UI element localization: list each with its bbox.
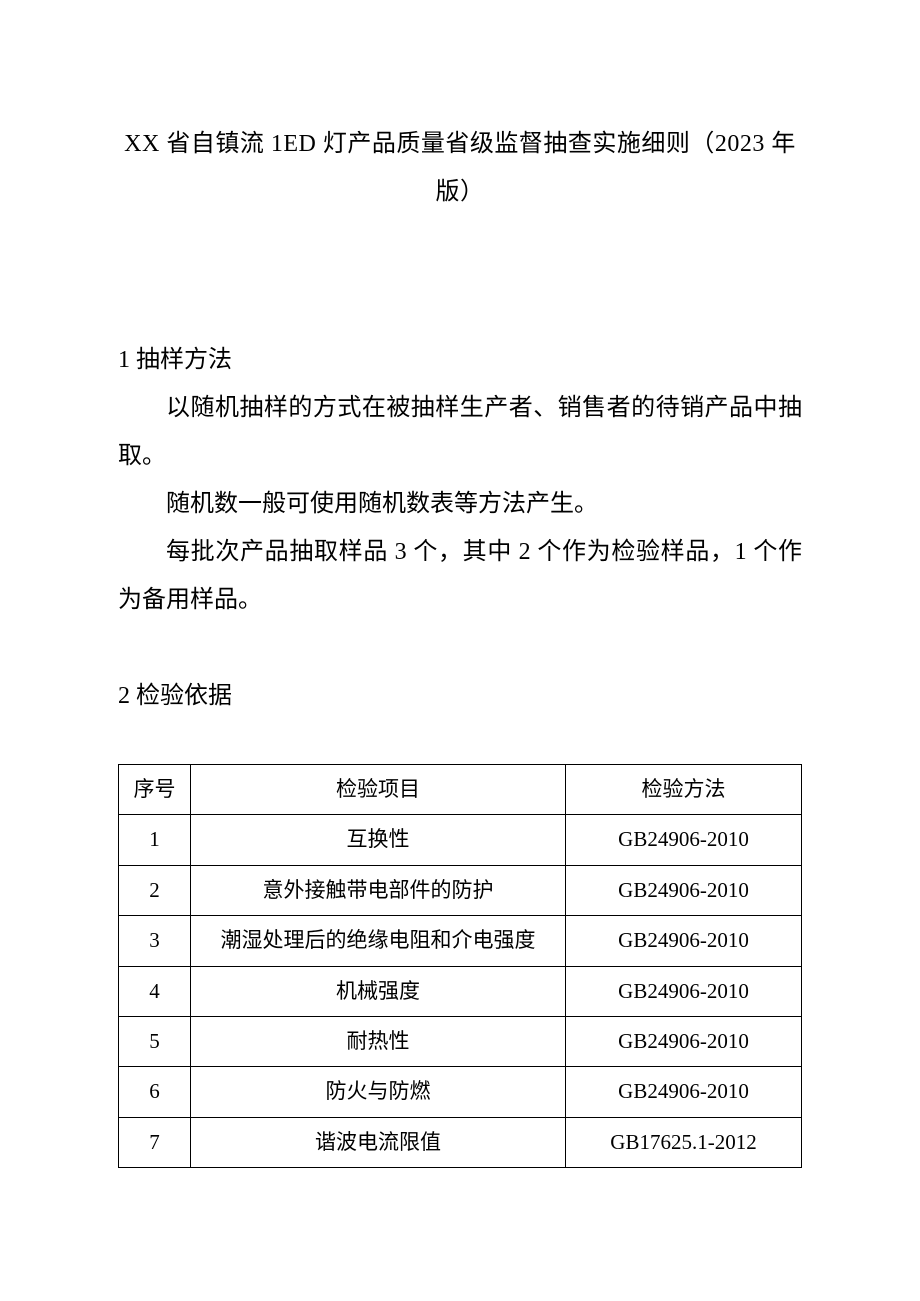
document-page: XX 省自镇流 1ED 灯产品质量省级监督抽查实施细则（2023 年 版） 1 … — [0, 0, 920, 1168]
cell-method: GB24906-2010 — [566, 1016, 802, 1066]
title-line-1: XX 省自镇流 1ED 灯产品质量省级监督抽查实施细则（2023 年 — [118, 120, 802, 168]
cell-index: 7 — [119, 1117, 191, 1167]
cell-index: 3 — [119, 916, 191, 966]
cell-item: 谐波电流限值 — [191, 1117, 566, 1167]
cell-method: GB24906-2010 — [566, 966, 802, 1016]
table-header-row: 序号 检验项目 检验方法 — [119, 765, 802, 815]
cell-item: 互换性 — [191, 815, 566, 865]
col-header-method: 检验方法 — [566, 765, 802, 815]
cell-item: 机械强度 — [191, 966, 566, 1016]
section-1-p2: 随机数一般可使用随机数表等方法产生。 — [118, 480, 802, 528]
section-gap — [118, 624, 802, 672]
cell-item: 意外接触带电部件的防护 — [191, 865, 566, 915]
cell-index: 1 — [119, 815, 191, 865]
document-title: XX 省自镇流 1ED 灯产品质量省级监督抽查实施细则（2023 年 版） — [118, 120, 802, 216]
cell-index: 6 — [119, 1067, 191, 1117]
table-row: 5 耐热性 GB24906-2010 — [119, 1016, 802, 1066]
table-row: 6 防火与防燃 GB24906-2010 — [119, 1067, 802, 1117]
cell-index: 5 — [119, 1016, 191, 1066]
cell-item: 潮湿处理后的绝缘电阻和介电强度 — [191, 916, 566, 966]
section-2-heading: 2 检验依据 — [118, 672, 802, 720]
table-row: 4 机械强度 GB24906-2010 — [119, 966, 802, 1016]
cell-method: GB24906-2010 — [566, 865, 802, 915]
col-header-index: 序号 — [119, 765, 191, 815]
section-1-heading: 1 抽样方法 — [118, 336, 802, 384]
table-row: 7 谐波电流限值 GB17625.1-2012 — [119, 1117, 802, 1167]
cell-method: GB24906-2010 — [566, 916, 802, 966]
cell-method: GB24906-2010 — [566, 1067, 802, 1117]
table-row: 2 意外接触带电部件的防护 GB24906-2010 — [119, 865, 802, 915]
table-row: 1 互换性 GB24906-2010 — [119, 815, 802, 865]
col-header-item: 检验项目 — [191, 765, 566, 815]
section-1-p3: 每批次产品抽取样品 3 个，其中 2 个作为检验样品，1 个作为备用样品。 — [118, 528, 802, 624]
title-line-2: 版） — [118, 168, 802, 216]
table-row: 3 潮湿处理后的绝缘电阻和介电强度 GB24906-2010 — [119, 916, 802, 966]
table-body: 1 互换性 GB24906-2010 2 意外接触带电部件的防护 GB24906… — [119, 815, 802, 1168]
cell-index: 2 — [119, 865, 191, 915]
cell-item: 防火与防燃 — [191, 1067, 566, 1117]
cell-index: 4 — [119, 966, 191, 1016]
cell-method: GB17625.1-2012 — [566, 1117, 802, 1167]
cell-item: 耐热性 — [191, 1016, 566, 1066]
section-1-p1: 以随机抽样的方式在被抽样生产者、销售者的待销产品中抽取。 — [118, 384, 802, 480]
cell-method: GB24906-2010 — [566, 815, 802, 865]
inspection-table: 序号 检验项目 检验方法 1 互换性 GB24906-2010 2 意外接触带电… — [118, 764, 802, 1168]
